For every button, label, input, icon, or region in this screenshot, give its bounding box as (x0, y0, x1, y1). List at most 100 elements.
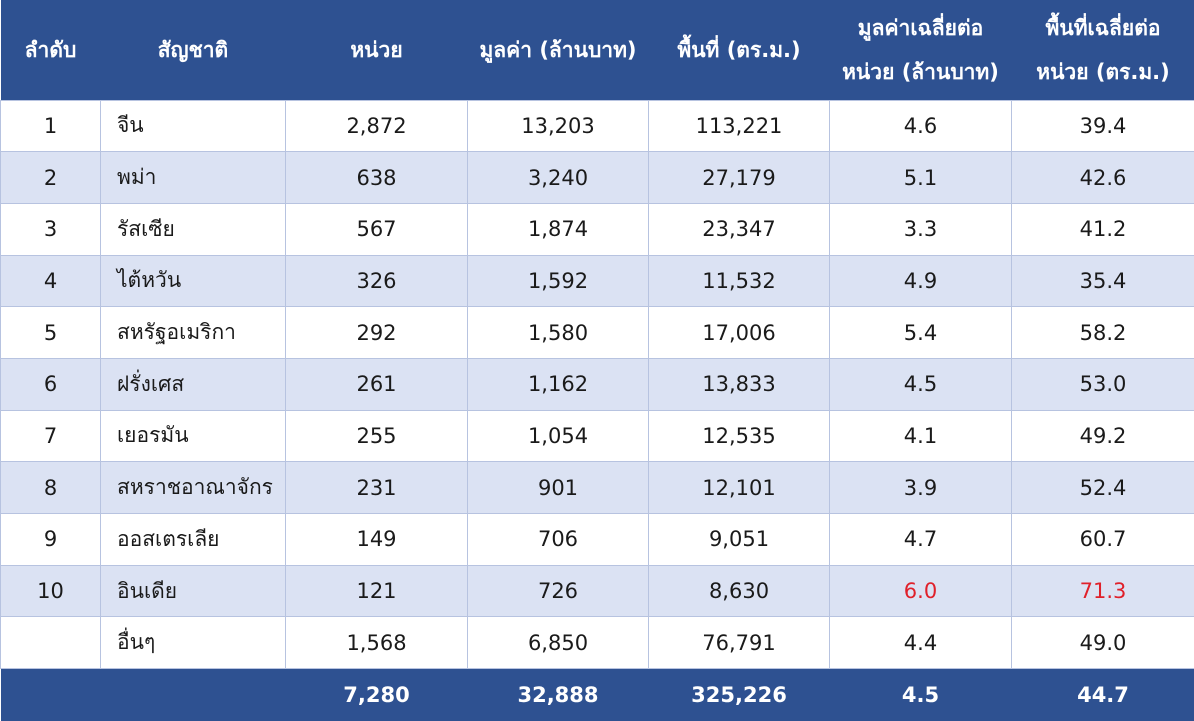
cell-rank: 1 (1, 100, 101, 152)
cell-nationality: พม่า (101, 152, 286, 204)
cell-avg-value: 4.9 (830, 255, 1012, 307)
cell-avg-area: 42.6 (1012, 152, 1194, 204)
cell-area: 27,179 (649, 152, 830, 204)
cell-avg-area: 71.3 (1012, 565, 1194, 617)
cell-rank: 5 (1, 307, 101, 359)
cell-units: 638 (286, 152, 468, 204)
cell-avg-area: 49.0 (1012, 617, 1194, 669)
cell-units: 261 (286, 358, 468, 410)
cell-nationality: รัสเซีย (101, 203, 286, 255)
cell-avg-value: 4.1 (830, 410, 1012, 462)
total-rank (1, 669, 101, 721)
header-nationality: สัญชาติ (101, 0, 286, 100)
cell-units: 2,872 (286, 100, 468, 152)
cell-nationality: สหราชอาณาจักร (101, 462, 286, 514)
cell-avg-value: 4.4 (830, 617, 1012, 669)
header-avg-value: มูลค่าเฉลี่ยต่อหน่วย (ล้านบาท) (830, 0, 1012, 100)
cell-area: 12,101 (649, 462, 830, 514)
cell-value: 13,203 (468, 100, 649, 152)
cell-rank: 6 (1, 358, 101, 410)
cell-area: 76,791 (649, 617, 830, 669)
cell-value: 1,874 (468, 203, 649, 255)
cell-nationality: ไต้หวัน (101, 255, 286, 307)
cell-avg-area: 52.4 (1012, 462, 1194, 514)
cell-nationality: สหรัฐอเมริกา (101, 307, 286, 359)
cell-avg-area: 60.7 (1012, 514, 1194, 566)
cell-avg-area: 58.2 (1012, 307, 1194, 359)
cell-units: 1,568 (286, 617, 468, 669)
cell-rank: 10 (1, 565, 101, 617)
header-area: พื้นที่ (ตร.ม.) (649, 0, 830, 100)
cell-avg-value: 4.7 (830, 514, 1012, 566)
header-row: ลำดับ สัญชาติ หน่วย มูลค่า (ล้านบาท) พื้… (1, 0, 1194, 100)
cell-value: 1,054 (468, 410, 649, 462)
cell-rank: 4 (1, 255, 101, 307)
cell-units: 326 (286, 255, 468, 307)
cell-units: 149 (286, 514, 468, 566)
cell-avg-value: 3.3 (830, 203, 1012, 255)
header-value: มูลค่า (ล้านบาท) (468, 0, 649, 100)
cell-rank: 2 (1, 152, 101, 204)
cell-area: 17,006 (649, 307, 830, 359)
cell-nationality: ออสเตรเลีย (101, 514, 286, 566)
cell-avg-area: 41.2 (1012, 203, 1194, 255)
cell-area: 8,630 (649, 565, 830, 617)
cell-rank: 9 (1, 514, 101, 566)
cell-area: 11,532 (649, 255, 830, 307)
cell-area: 13,833 (649, 358, 830, 410)
cell-units: 121 (286, 565, 468, 617)
table-footer: 7,280 32,888 325,226 4.5 44.7 (1, 669, 1194, 721)
cell-nationality: อินเดีย (101, 565, 286, 617)
cell-value: 706 (468, 514, 649, 566)
header-avg-area: พื้นที่เฉลี่ยต่อหน่วย (ตร.ม.) (1012, 0, 1194, 100)
total-label (101, 669, 286, 721)
cell-value: 1,580 (468, 307, 649, 359)
total-area: 325,226 (649, 669, 830, 721)
header-units: หน่วย (286, 0, 468, 100)
cell-rank (1, 617, 101, 669)
cell-area: 23,347 (649, 203, 830, 255)
cell-avg-area: 49.2 (1012, 410, 1194, 462)
total-avg-area: 44.7 (1012, 669, 1194, 721)
cell-units: 292 (286, 307, 468, 359)
cell-rank: 7 (1, 410, 101, 462)
cell-area: 113,221 (649, 100, 830, 152)
cell-nationality: ฝรั่งเศส (101, 358, 286, 410)
total-units: 7,280 (286, 669, 468, 721)
cell-units: 255 (286, 410, 468, 462)
cell-avg-area: 35.4 (1012, 255, 1194, 307)
cell-value: 901 (468, 462, 649, 514)
cell-rank: 8 (1, 462, 101, 514)
cell-avg-value: 4.6 (830, 100, 1012, 152)
header-rank: ลำดับ (1, 0, 101, 100)
cell-value: 6,850 (468, 617, 649, 669)
cell-avg-area: 39.4 (1012, 100, 1194, 152)
cell-avg-value: 5.1 (830, 152, 1012, 204)
cell-rank: 3 (1, 203, 101, 255)
cell-area: 9,051 (649, 514, 830, 566)
cell-value: 726 (468, 565, 649, 617)
cell-value: 1,592 (468, 255, 649, 307)
cell-units: 231 (286, 462, 468, 514)
table-header: ลำดับ สัญชาติ หน่วย มูลค่า (ล้านบาท) พื้… (1, 0, 1194, 100)
cell-nationality: จีน (101, 100, 286, 152)
cell-value: 1,162 (468, 358, 649, 410)
total-avg-value: 4.5 (830, 669, 1012, 721)
cell-value: 3,240 (468, 152, 649, 204)
cell-nationality: เยอรมัน (101, 410, 286, 462)
cell-avg-area: 53.0 (1012, 358, 1194, 410)
cell-avg-value: 5.4 (830, 307, 1012, 359)
cell-avg-value: 6.0 (830, 565, 1012, 617)
